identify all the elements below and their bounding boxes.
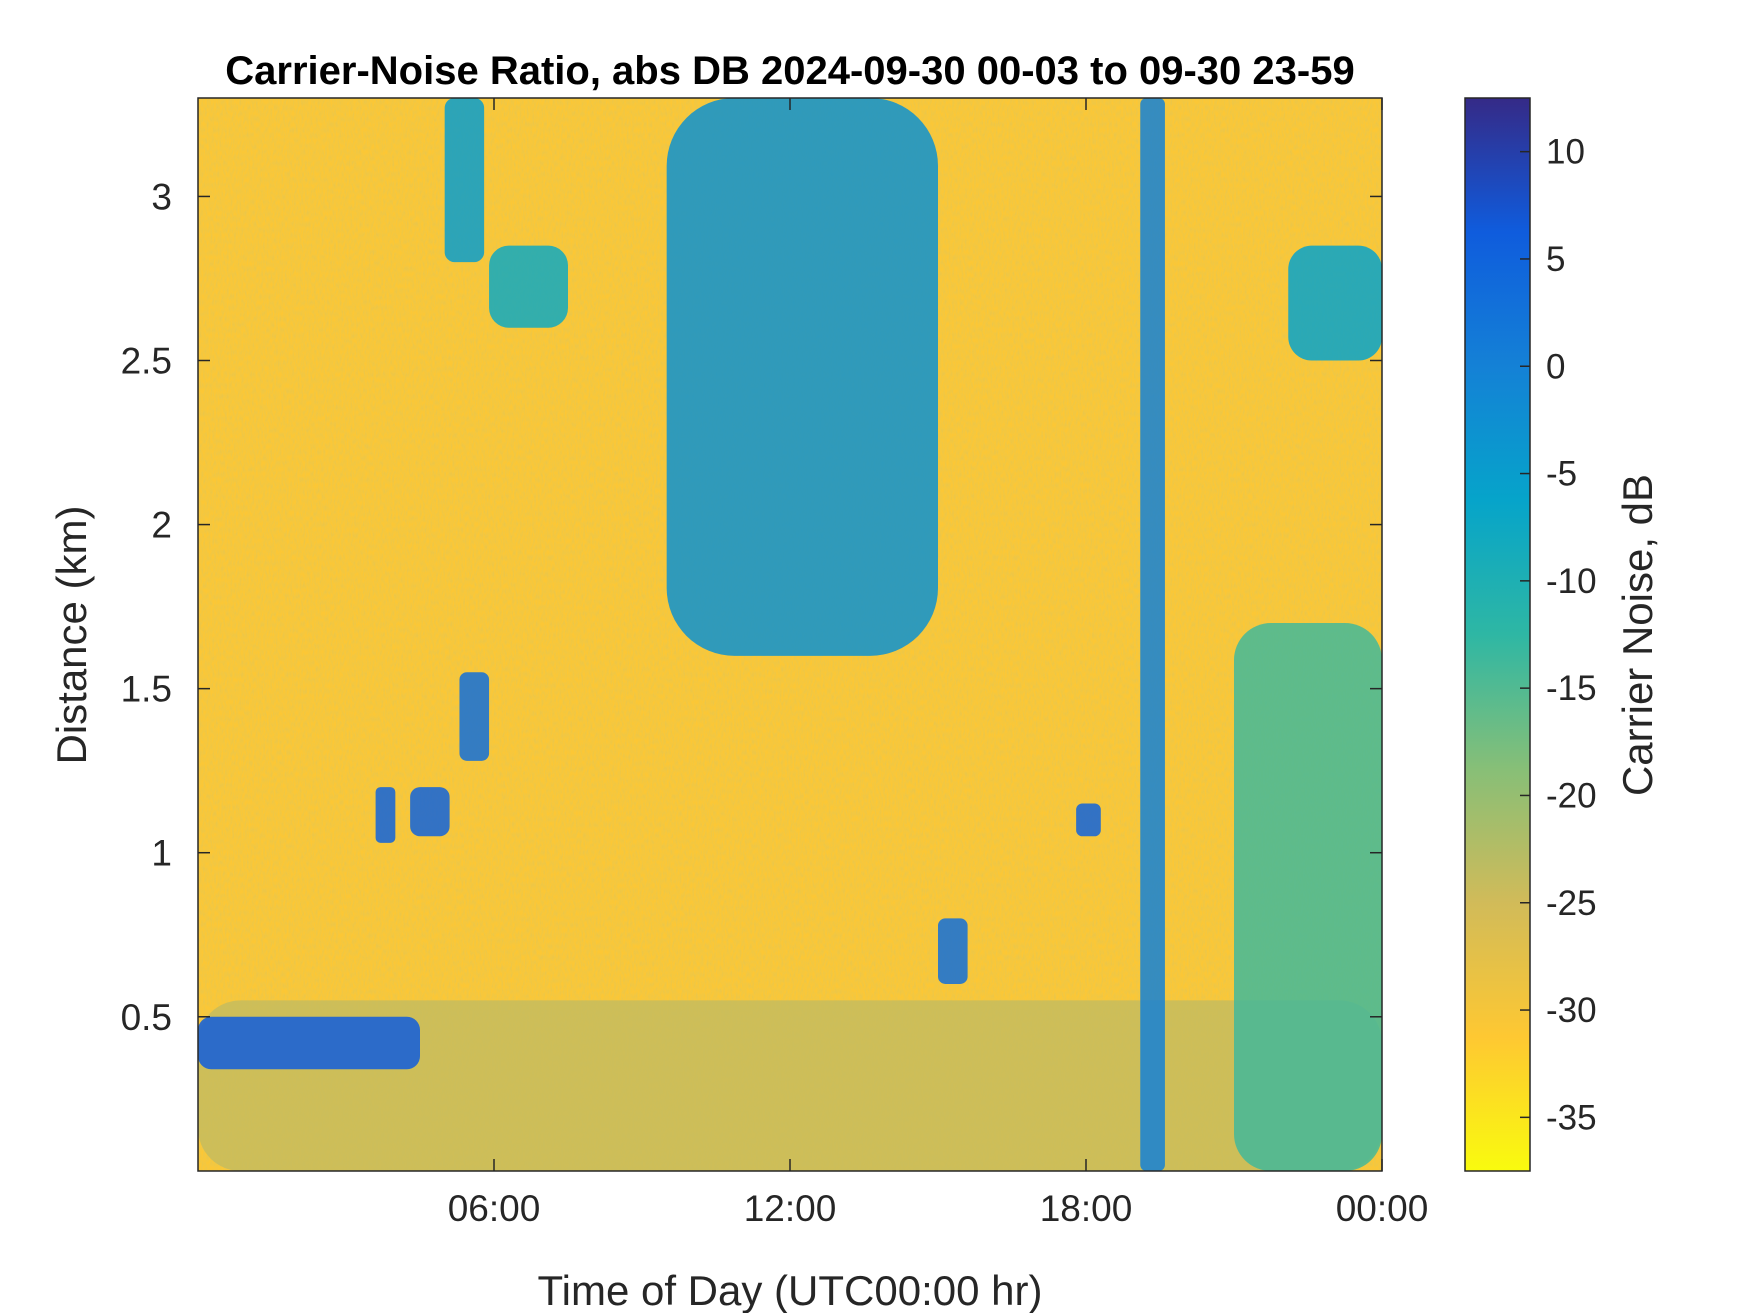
- y-tick-label: 2.5: [121, 341, 172, 382]
- colorbar-tick-label: -15: [1546, 669, 1597, 708]
- heatmap-feature-10: [1140, 98, 1165, 1171]
- x-tick-label: 00:00: [1336, 1188, 1429, 1229]
- y-tick-label: 1.5: [121, 669, 172, 710]
- colorbar-tick-label: -5: [1546, 455, 1577, 494]
- colorbar-tick-label: 5: [1546, 240, 1565, 279]
- heatmap-feature-7: [666, 98, 938, 656]
- x-tick-label: 12:00: [744, 1188, 837, 1229]
- colorbar-tick-label: 10: [1546, 133, 1585, 172]
- heatmap-feature-8: [938, 918, 968, 984]
- colorbar-label: Carrier Noise, dB: [1614, 474, 1661, 796]
- heatmap-feature-4: [459, 672, 490, 761]
- colorbar-tick-label: 0: [1546, 347, 1565, 386]
- plot-area: 06:00 12:00 18:00 00:00 0.5 1 1.5 2 2.5 3: [121, 97, 1429, 1229]
- heatmap-feature-6: [444, 98, 485, 263]
- heatmap-feature-5: [489, 245, 568, 328]
- heatmap-feature-3: [410, 787, 450, 837]
- colorbar-tick-label: -20: [1546, 776, 1597, 815]
- y-tick-label: 0.5: [121, 997, 172, 1038]
- y-tick-label: 2: [151, 505, 172, 546]
- colorbar-tick-label: -25: [1546, 884, 1597, 923]
- y-axis-label: Distance (km): [48, 505, 95, 764]
- x-tick-label: 18:00: [1040, 1188, 1133, 1229]
- heatmap-feature-12: [1234, 623, 1382, 1171]
- colorbar-tick-label: -10: [1546, 562, 1597, 601]
- colorbar-tick-label: -35: [1546, 1098, 1597, 1137]
- heatmap-feature-2: [375, 787, 396, 843]
- colorbar: 10 5 0 -5 -10 -15 -20 -25 -30 -35 Carrier Noise, …: [1464, 97, 1661, 1172]
- heatmap-feature-0: [198, 1000, 1382, 1171]
- colorbar-ticks: 10 5 0 -5 -10 -15 -20 -25 -30 -35: [1520, 133, 1597, 1137]
- chart-title: Carrier-Noise Ratio, abs DB 2024-09-30 0…: [225, 49, 1354, 93]
- heatmap-image: [198, 98, 1382, 1171]
- x-tick-label: 06:00: [448, 1188, 541, 1229]
- x-axis-label: Time of Day (UTC00:00 hr): [538, 1267, 1043, 1313]
- heatmap-feature-9: [1076, 803, 1101, 837]
- y-tick-label: 3: [151, 176, 172, 217]
- x-axis: 06:00 12:00 18:00 00:00: [448, 98, 1429, 1229]
- heatmap-feature-11: [1288, 245, 1382, 361]
- colorbar-tick-label: -30: [1546, 991, 1597, 1030]
- heatmap-feature-1: [198, 1016, 420, 1070]
- colorbar-bar: [1464, 97, 1531, 1172]
- y-tick-label: 1: [151, 833, 172, 874]
- y-axis: 0.5 1 1.5 2 2.5 3: [121, 176, 1382, 1038]
